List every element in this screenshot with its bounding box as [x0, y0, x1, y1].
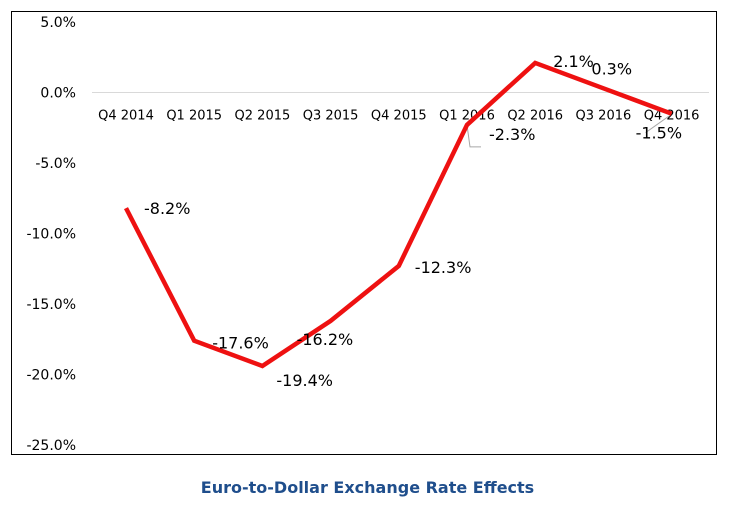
data-label: 2.1%: [553, 52, 594, 71]
x-tick-label: Q2 2016: [507, 109, 563, 124]
x-tick-label: Q3 2016: [576, 109, 632, 124]
x-tick-label: Q4 2014: [98, 109, 154, 124]
x-tick-label: Q1 2015: [166, 109, 222, 124]
y-tick-label: -10.0%: [26, 227, 76, 243]
y-tick-label: 5.0%: [40, 15, 76, 31]
leader-line: [645, 115, 670, 134]
x-tick-label: Q4 2016: [644, 109, 700, 124]
x-tick-label: Q2 2015: [235, 109, 291, 124]
data-label: 0.3%: [591, 59, 632, 78]
data-label: -19.4%: [276, 371, 333, 390]
series-line: [123, 60, 673, 369]
data-label: -2.3%: [489, 125, 535, 144]
label-leader-lines: [466, 115, 670, 148]
x-tick-label: Q1 2016: [439, 109, 495, 124]
data-label: -17.6%: [212, 334, 269, 353]
x-axis-categories: Q4 2014 Q1 2015 Q2 2015 Q3 2015 Q4 2015 Q1 20…: [98, 109, 699, 124]
x-tick-label: Q3 2015: [303, 109, 359, 124]
y-tick-label: -20.0%: [26, 368, 76, 384]
chart-title: Euro-to-Dollar Exchange Rate Effects: [200, 478, 535, 497]
x-tick-label: Q4 2015: [371, 109, 427, 124]
data-label: -8.2%: [144, 199, 190, 218]
y-tick-label: -15.0%: [26, 297, 76, 313]
y-tick-label: 0.0%: [40, 86, 76, 102]
leader-line: [466, 124, 481, 148]
y-tick-label: -25.0%: [26, 438, 76, 454]
y-tick-label: -5.0%: [35, 156, 76, 172]
data-label: -16.2%: [297, 330, 354, 349]
data-labels: -8.2% -17.6% -19.4% -16.2% -12.3% -2.3% 2.1%0.…: [144, 52, 682, 390]
data-label: -1.5%: [636, 124, 682, 143]
data-label: -12.3%: [415, 258, 472, 277]
y-axis-ticks: 5.0% 0.0% -5.0% -10.0% -15.0% -20.0% -25.0%: [26, 15, 76, 454]
